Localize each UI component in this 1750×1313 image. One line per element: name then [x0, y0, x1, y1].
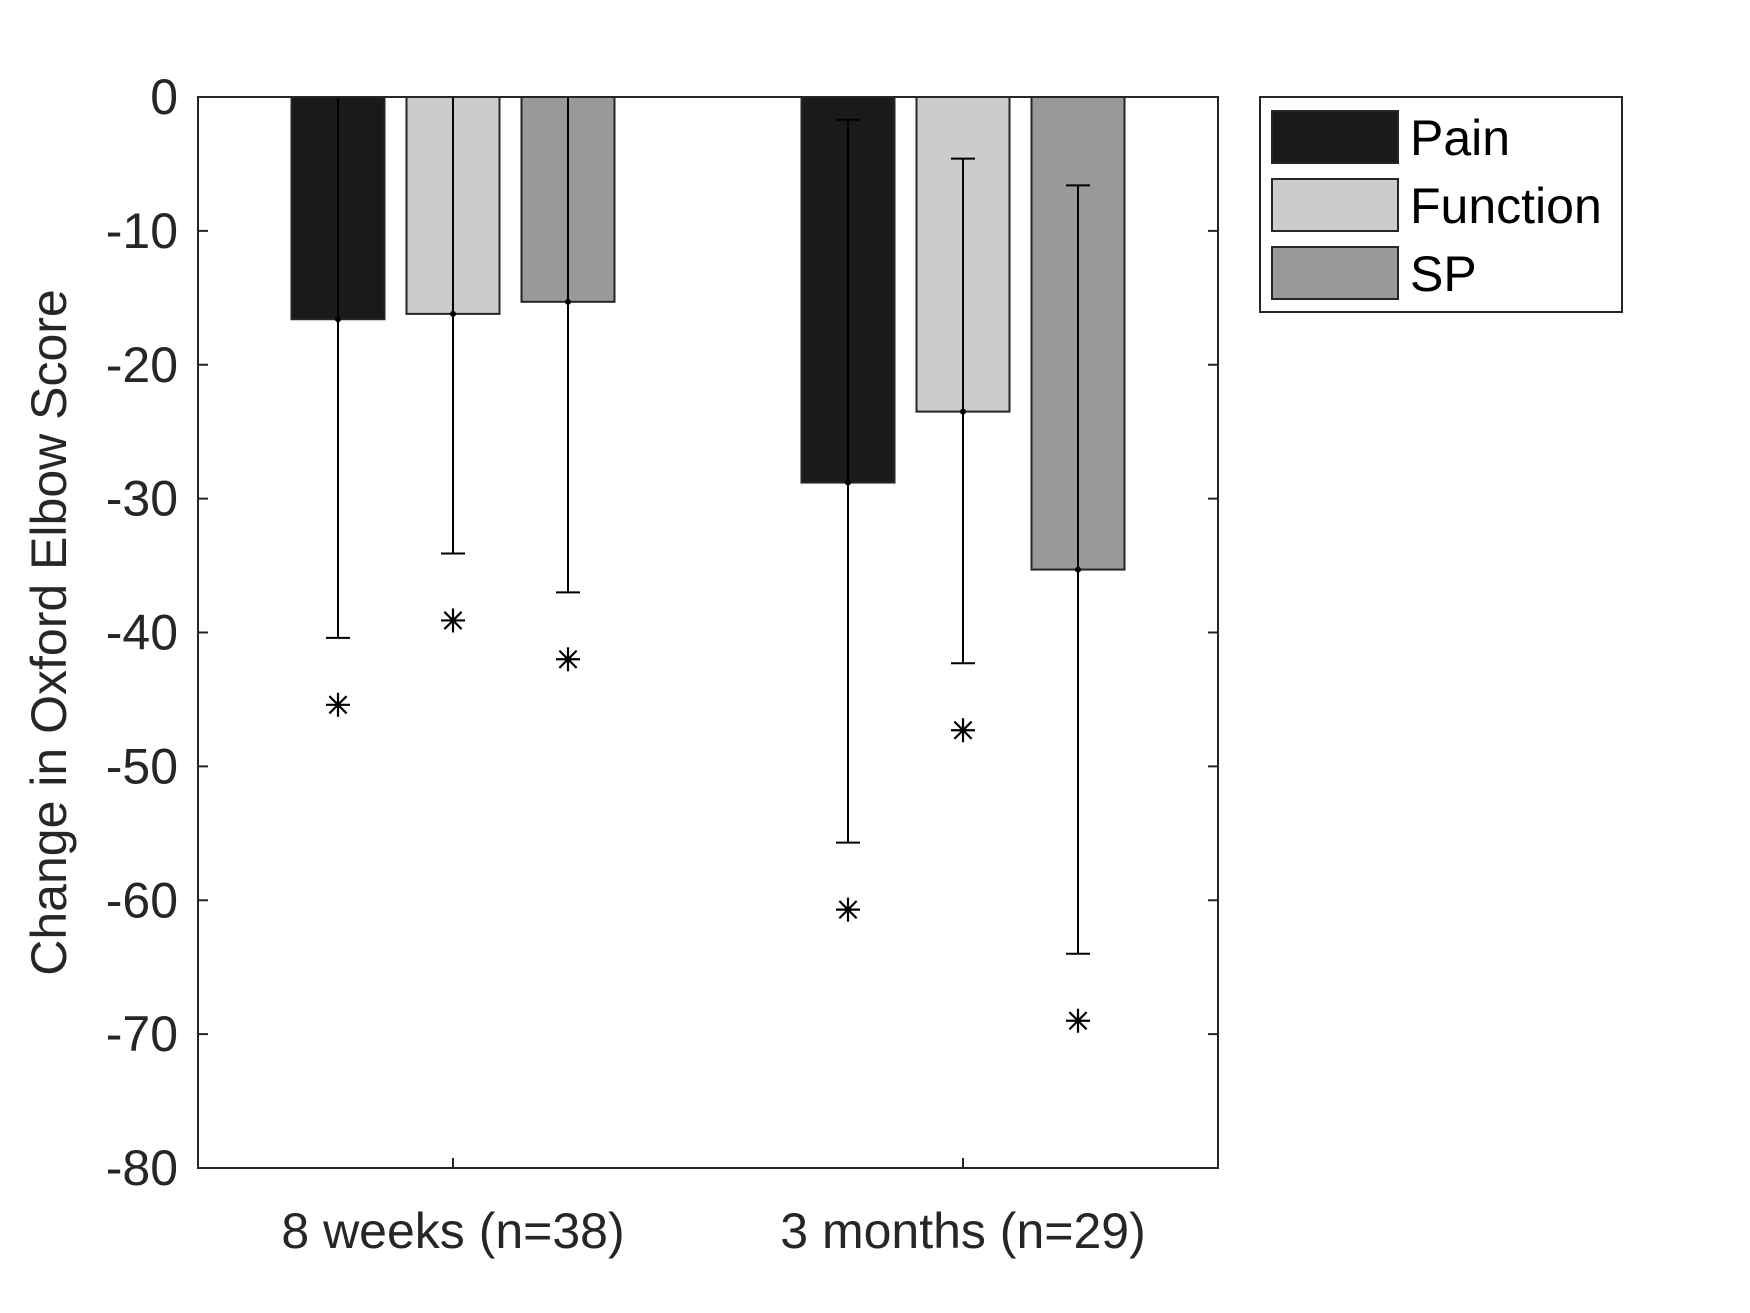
y-tick-label: -40: [106, 605, 178, 661]
legend: Pain Function SP: [1259, 96, 1623, 313]
mean-dot: [565, 298, 571, 305]
legend-label-function: Function: [1410, 178, 1602, 234]
y-tick-label: -20: [106, 337, 178, 393]
y-tick-label: -80: [106, 1140, 178, 1196]
asterisk-marker-sp-0: [556, 647, 580, 672]
asterisk-stroke: [328, 695, 348, 715]
asterisk-stroke: [953, 720, 973, 740]
y-axis-title: Change in Oxford Elbow Score: [21, 289, 77, 975]
asterisk-stroke: [558, 649, 578, 669]
y-tick-label: -30: [106, 471, 178, 527]
asterisk-marker-function-0: [441, 608, 465, 633]
legend-swatch-sp: [1271, 246, 1399, 300]
x-tick-label: 8 weeks (n=38): [281, 1203, 624, 1259]
x-axis: 8 weeks (n=38) 3 months (n=29): [281, 1158, 1146, 1259]
mean-dot: [1075, 566, 1081, 573]
asterisk-marker-function-1: [951, 718, 975, 743]
asterisk-stroke: [443, 611, 463, 630]
y-axis: 0 -10 -20 -30 -40 -50 -60 -70 -80: [106, 69, 1218, 1196]
legend-label-sp: SP: [1410, 246, 1477, 302]
asterisk-stroke: [1068, 1011, 1088, 1031]
asterisk-marker-pain-0: [326, 692, 350, 717]
legend-label-pain: Pain: [1410, 110, 1510, 166]
x-tick-label: 3 months (n=29): [780, 1203, 1145, 1259]
asterisk-markers-layer: [326, 608, 1090, 1033]
legend-swatch-function: [1271, 178, 1399, 232]
mean-dot: [335, 316, 341, 323]
mean-dot: [845, 479, 851, 486]
asterisk-stroke: [838, 900, 858, 920]
y-tick-label: 0: [150, 69, 178, 125]
asterisk-marker-sp-1: [1066, 1008, 1090, 1033]
asterisk-marker-pain-1: [836, 897, 860, 922]
y-tick-label: -10: [106, 203, 178, 259]
mean-dot: [450, 310, 456, 317]
mean-dot: [960, 408, 966, 415]
y-tick-label: -60: [106, 872, 178, 928]
y-tick-label: -70: [106, 1006, 178, 1062]
y-tick-label: -50: [106, 738, 178, 794]
legend-swatch-pain: [1271, 110, 1399, 164]
error-bars-layer: [326, 97, 1090, 955]
